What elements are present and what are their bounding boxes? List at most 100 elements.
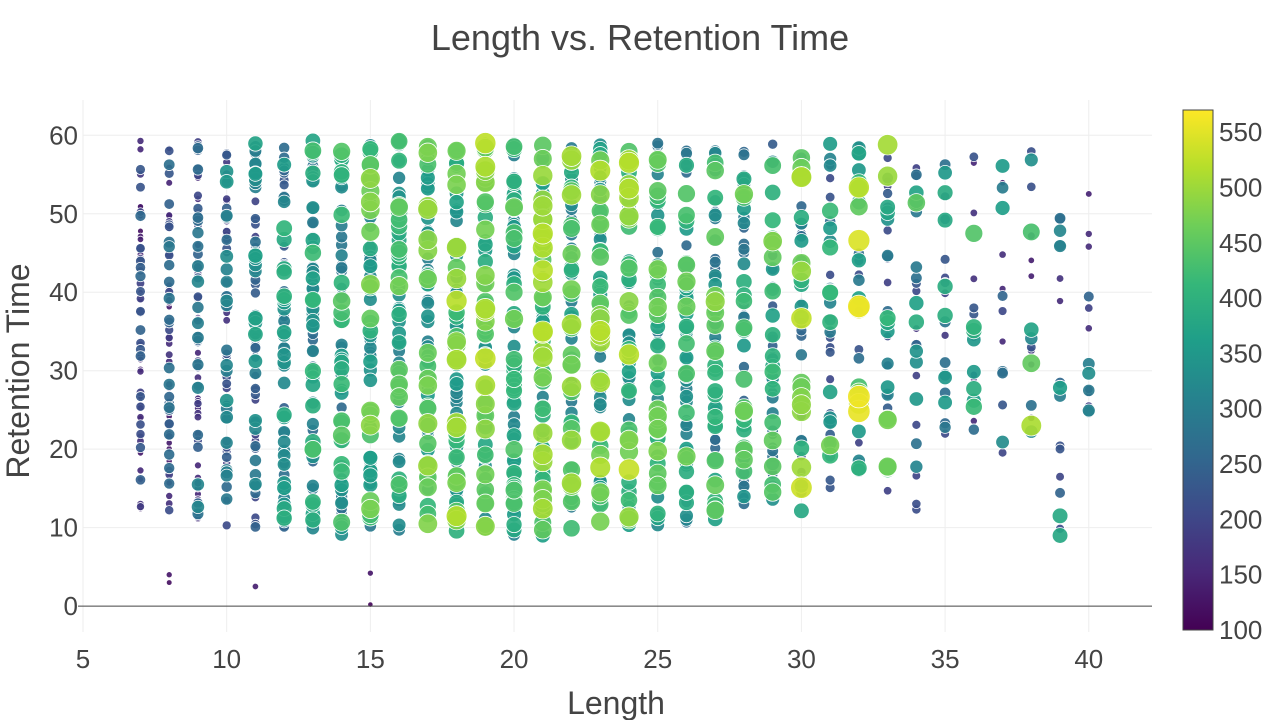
scatter-point [998, 250, 1007, 259]
scatter-point [790, 476, 813, 499]
scatter-point [135, 286, 146, 297]
scatter-point [418, 477, 438, 498]
scatter-point [877, 409, 898, 430]
scatter-point [276, 457, 292, 472]
scatter-point [163, 313, 176, 326]
scatter-point [445, 349, 468, 371]
data-points [134, 132, 1097, 608]
scatter-point [968, 151, 980, 163]
scatter-point [193, 190, 203, 201]
scatter-point [532, 165, 554, 187]
scatter-point [618, 343, 640, 366]
scatter-point [222, 194, 232, 204]
scatter-point [219, 358, 234, 373]
scatter-point [1052, 379, 1068, 396]
scatter-point [879, 379, 896, 395]
scatter-point [676, 296, 697, 317]
scatter-point [191, 259, 205, 273]
scatter-point [475, 515, 496, 537]
scatter-point [763, 362, 782, 381]
axes: 5 10 15 20 25 30 35 40 0 10 20 30 40 50 60 [49, 120, 1152, 674]
scatter-point [876, 134, 899, 156]
scatter-point [247, 310, 264, 327]
scatter-point [1053, 239, 1067, 253]
scatter-point [303, 440, 323, 459]
scatter-point [332, 166, 351, 184]
scatter-point [847, 229, 871, 252]
scatter-point [359, 168, 381, 189]
scatter-point [163, 477, 176, 490]
scatter-point [417, 229, 439, 251]
scatter-point [910, 437, 923, 450]
scatter-point [135, 391, 146, 402]
scatter-point [793, 233, 810, 249]
scatter-point [825, 374, 836, 385]
colorbar-tick-label: 300 [1219, 394, 1262, 424]
x-tick-label: 25 [643, 644, 672, 674]
scatter-point [361, 240, 379, 258]
scatter-point [134, 324, 147, 336]
scatter-point [589, 159, 612, 182]
scatter-point [1082, 383, 1096, 397]
scatter-point [705, 475, 725, 495]
scatter-point [505, 370, 523, 388]
scatter-point [706, 188, 724, 207]
scatter-point [647, 441, 668, 462]
scatter-point [222, 316, 231, 325]
scatter-point [939, 253, 951, 265]
scatter-point [647, 353, 668, 374]
scatter-point [304, 291, 322, 309]
scatter-point [1020, 414, 1043, 437]
scatter-point [968, 302, 980, 314]
scatter-point [589, 456, 612, 479]
scatter-point [561, 279, 582, 300]
scatter-point [791, 394, 812, 416]
scatter-point [938, 356, 952, 369]
scatter-point [305, 200, 321, 215]
scatter-point [794, 348, 808, 362]
scatter-point [136, 466, 145, 475]
scatter-point [706, 408, 725, 426]
scatter-point [911, 370, 922, 381]
scatter-point [676, 255, 697, 275]
scatter-point [275, 509, 293, 527]
scatter-point [562, 519, 581, 538]
scatter-point [589, 371, 611, 393]
scatter-point [191, 316, 205, 330]
scatter-point [847, 176, 870, 199]
scatter-point [247, 326, 264, 343]
scatter-point [360, 308, 381, 329]
scatter-point [162, 361, 176, 375]
scatter-point [249, 213, 261, 225]
scatter-point [824, 474, 836, 486]
scatter-point [532, 195, 554, 217]
scatter-point [165, 179, 174, 187]
scatter-point [560, 313, 583, 336]
scatter-point [620, 382, 638, 400]
scatter-point [446, 472, 467, 493]
scatter-point [165, 579, 173, 586]
scatter-point [651, 246, 664, 259]
scatter-point [736, 488, 752, 505]
scatter-point [219, 262, 234, 277]
scatter-point [504, 440, 524, 460]
scatter-point [362, 467, 379, 484]
scatter-point [220, 233, 233, 246]
scatter-point [333, 360, 351, 378]
scatter-point [705, 227, 725, 247]
scatter-point [417, 198, 439, 220]
scatter-point [134, 209, 147, 222]
scatter-point [249, 287, 261, 299]
scatter-point [275, 219, 293, 238]
scatter-point [825, 269, 836, 280]
scatter-point [389, 475, 409, 494]
scatter-point [135, 429, 146, 440]
scatter-point [910, 168, 923, 181]
scatter-point [305, 478, 320, 493]
scatter-point [763, 211, 782, 230]
scatter-point [303, 243, 322, 262]
scatter-point [475, 219, 496, 240]
scatter-point [475, 393, 496, 415]
y-axis-title: Retention Time [0, 263, 36, 478]
scatter-point [591, 277, 610, 296]
